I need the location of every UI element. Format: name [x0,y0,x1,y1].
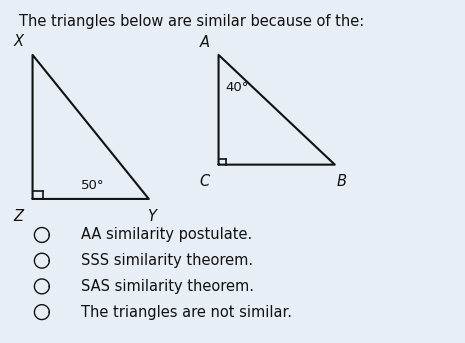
Text: 40°: 40° [226,81,249,94]
Text: AA similarity postulate.: AA similarity postulate. [81,227,252,243]
Text: SSS similarity theorem.: SSS similarity theorem. [81,253,253,268]
Text: Y: Y [146,209,156,224]
Text: B: B [337,174,347,189]
Text: The triangles below are similar because of the:: The triangles below are similar because … [19,14,364,29]
Text: SAS similarity theorem.: SAS similarity theorem. [81,279,254,294]
Text: Z: Z [13,209,24,224]
Text: C: C [199,174,210,189]
Text: The triangles are not similar.: The triangles are not similar. [81,305,292,320]
Text: 50°: 50° [81,179,105,192]
Text: A: A [199,35,210,50]
Text: X: X [13,34,24,49]
